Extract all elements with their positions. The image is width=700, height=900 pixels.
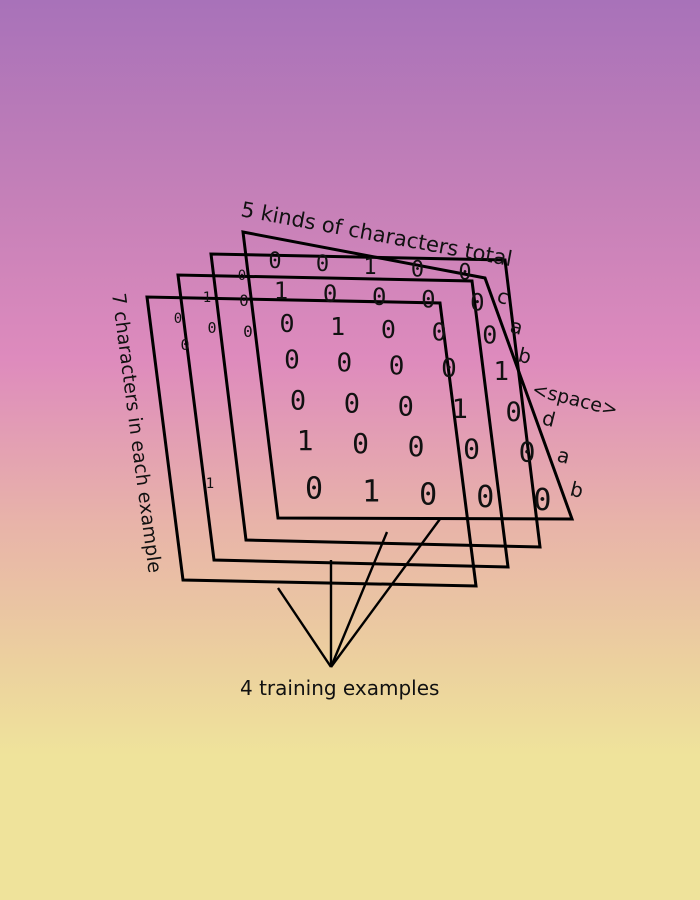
back-sheet-digit: 0	[243, 322, 253, 341]
back-sheet-digit: 0	[238, 268, 246, 284]
bottom-label: 4 training examples	[240, 676, 439, 700]
matrix-cell: 1	[493, 357, 509, 387]
matrix-cell: 1	[274, 277, 288, 305]
sheet-stack	[145, 230, 575, 588]
matrix-cell: 0	[316, 252, 329, 277]
back-sheet-digit: 0	[180, 336, 189, 354]
row-label: a	[508, 314, 526, 340]
sheet-3	[176, 273, 510, 569]
pointer-line-sheet-4	[277, 587, 332, 668]
back-sheet-digits: 01 00 0 001	[174, 268, 253, 492]
matrix-cell: 0	[336, 348, 352, 378]
matrix-cell: 0	[470, 289, 484, 317]
matrix-cell: 1	[297, 424, 314, 457]
sheet-4	[145, 295, 478, 588]
pointer-lines	[277, 518, 441, 668]
back-sheet-digit: 1	[206, 476, 214, 492]
back-sheet-digit: 0	[174, 311, 182, 327]
matrix-cell: 0	[411, 258, 424, 283]
matrix-cell: 0	[421, 286, 435, 314]
matrix-cell: 0	[533, 483, 551, 518]
back-sheet-digit: 0	[207, 319, 216, 337]
matrix-cell: 0	[352, 427, 369, 460]
matrix-cell: 0	[398, 391, 414, 422]
matrix-cell: 1	[452, 394, 468, 425]
matrix-cell: 0	[389, 351, 405, 381]
matrix-cell: 0	[268, 249, 281, 274]
back-sheet-digit: 0	[239, 291, 249, 310]
matrix-cell: 0	[284, 346, 300, 376]
matrix-cell: 0	[482, 321, 497, 350]
matrix-cell: 0	[408, 430, 425, 463]
front-matrix: 0 0 1 0 01 0 0 0 00 1 0 0 00 0 0 0 10 0 0 1 01 0 0 0 00 1 0 0 0	[268, 249, 551, 518]
sheet-2	[209, 252, 542, 549]
row-labels: cab<space>dab	[495, 284, 620, 503]
pointer-line-sheet-2	[329, 531, 389, 668]
matrix-cell: 0	[419, 477, 437, 512]
row-label: b	[516, 343, 534, 369]
matrix-cell: 0	[305, 472, 323, 507]
sheet-1	[241, 230, 575, 521]
matrix-cell: 1	[362, 474, 380, 509]
matrix-cell: 0	[463, 433, 480, 466]
matrix-cell: 1	[363, 255, 376, 280]
back-sheet-digit: 1	[203, 290, 211, 306]
matrix-cell: 0	[290, 386, 306, 417]
matrix-cell: 0	[381, 315, 396, 344]
matrix-cell: 1	[330, 312, 345, 341]
matrix-cell: 0	[441, 354, 457, 384]
pointer-line-sheet-1	[330, 518, 441, 668]
matrix-cell: 0	[476, 480, 494, 515]
matrix-cell: 0	[372, 283, 386, 311]
matrix-cell: 0	[344, 388, 360, 419]
row-label: d	[540, 406, 558, 432]
matrix-cell: 0	[519, 436, 536, 469]
matrix-cell: 0	[458, 261, 471, 286]
matrix-cell: 0	[432, 318, 447, 347]
row-label: b	[568, 477, 586, 503]
row-label: a	[555, 443, 573, 469]
matrix-cell: 0	[279, 309, 294, 338]
matrix-cell: 0	[323, 280, 337, 308]
side-label: 7 characters in each example	[107, 292, 166, 575]
matrix-cell: 0	[505, 397, 521, 428]
